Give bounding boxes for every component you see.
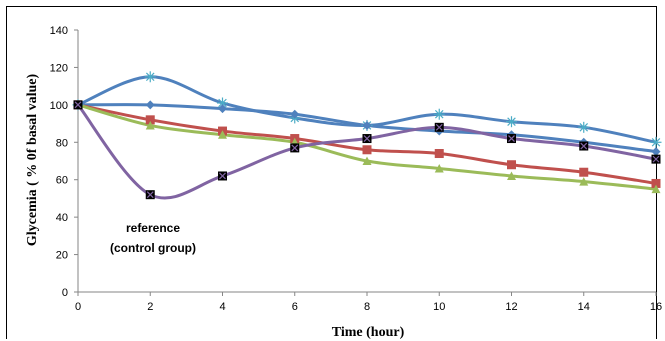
data-point xyxy=(362,156,372,165)
x-axis-label: Time (hour) xyxy=(332,325,405,340)
star-stroke xyxy=(579,123,589,132)
y-tick-label: 80 xyxy=(56,137,68,149)
data-point xyxy=(507,171,516,180)
y-tick-label: 140 xyxy=(50,25,68,37)
series-markers xyxy=(73,100,661,194)
data-point xyxy=(506,116,517,128)
star-stroke xyxy=(218,98,227,108)
x-tick-label: 16 xyxy=(650,301,662,313)
x-tick-label: 12 xyxy=(505,301,517,313)
y-tick-label: 20 xyxy=(56,250,68,262)
data-point xyxy=(145,115,155,125)
y-tick-label: 40 xyxy=(56,212,68,224)
point-cross xyxy=(652,155,660,163)
data-point xyxy=(362,145,372,155)
data-point xyxy=(144,71,156,83)
data-point xyxy=(362,134,372,144)
star-stroke xyxy=(651,138,661,147)
annotation-line-2: (control group) xyxy=(110,241,196,255)
data-point xyxy=(434,122,444,132)
y-tick-label: 120 xyxy=(50,62,68,74)
data-point xyxy=(290,109,300,119)
point-cross xyxy=(363,135,371,142)
data-point xyxy=(218,171,227,181)
point-cross xyxy=(74,101,82,109)
y-axis-label: Glycemia ( % 0f basal value) xyxy=(25,74,40,247)
series-markers xyxy=(73,100,661,200)
data-point xyxy=(290,143,300,153)
star-stroke xyxy=(434,109,444,119)
data-point xyxy=(579,167,589,177)
y-tick-label: 100 xyxy=(50,100,68,112)
data-point xyxy=(434,163,444,173)
axes: 0 20 40 60 80 100 120 140 0 2 4 6 8 10 12 14 16 xyxy=(50,25,662,313)
data-point xyxy=(73,100,83,110)
point-cross xyxy=(219,172,226,180)
point-cross xyxy=(291,144,299,152)
data-point xyxy=(651,154,661,164)
point-cross xyxy=(580,142,588,150)
data-point xyxy=(507,134,516,144)
data-point xyxy=(651,147,661,157)
star-stroke xyxy=(145,72,155,82)
series-layer xyxy=(72,71,662,200)
point-cross xyxy=(508,135,515,142)
x-tick-label: 4 xyxy=(219,301,225,313)
data-point xyxy=(145,120,155,130)
data-point xyxy=(579,141,589,151)
data-point xyxy=(651,184,661,194)
data-point xyxy=(651,178,661,188)
data-point xyxy=(507,160,516,170)
data-point xyxy=(434,149,444,159)
series-line xyxy=(77,75,657,144)
data-point xyxy=(362,120,372,130)
x-tick-label: 14 xyxy=(578,301,590,313)
x-tick-label: 10 xyxy=(433,301,445,313)
data-point xyxy=(218,104,227,114)
data-point xyxy=(218,130,227,139)
data-point xyxy=(145,100,155,110)
x-tick-label: 0 xyxy=(75,301,81,313)
x-tick-label: 2 xyxy=(147,301,153,313)
x-tick-label: 6 xyxy=(292,301,298,313)
data-point xyxy=(217,97,228,109)
data-point xyxy=(433,108,445,120)
star-stroke xyxy=(507,117,516,126)
y-tick-label: 60 xyxy=(56,175,68,187)
point-cross xyxy=(435,123,443,131)
data-point xyxy=(650,136,662,148)
point-cross xyxy=(146,191,154,199)
annotation-line-1: reference xyxy=(126,221,180,235)
data-point xyxy=(578,121,590,133)
chart-frame xyxy=(6,6,657,339)
data-point xyxy=(145,190,155,200)
y-tick-label: 0 xyxy=(62,287,68,299)
x-tick-label: 8 xyxy=(364,301,370,313)
data-point xyxy=(579,177,589,186)
